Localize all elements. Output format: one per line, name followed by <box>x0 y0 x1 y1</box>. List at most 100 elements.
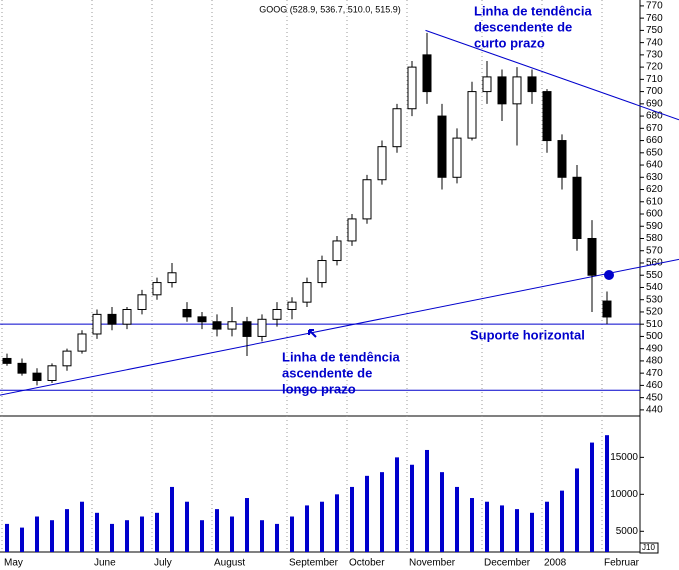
candle-body <box>227 321 237 330</box>
candle-body <box>302 282 312 303</box>
volume-bar <box>335 494 339 552</box>
y-tick-label: 710 <box>646 74 663 85</box>
volume-bar <box>245 498 249 552</box>
volume-bar <box>425 449 429 552</box>
volume-bar <box>230 516 234 552</box>
candle-body <box>2 357 12 364</box>
annotation: curto prazo <box>474 35 545 50</box>
y-tick-label: 490 <box>646 343 663 354</box>
volume-bar <box>365 475 369 552</box>
y-tick-label: 760 <box>646 13 663 24</box>
y-tick-label: 740 <box>646 37 663 48</box>
candle-body <box>512 76 522 105</box>
candle-body <box>107 313 117 325</box>
volume-bar <box>50 520 54 552</box>
volume-bar <box>20 527 24 552</box>
volume-bar <box>515 509 519 552</box>
y-tick-label: 590 <box>646 221 663 232</box>
candle-body <box>347 218 357 242</box>
candle-body <box>422 54 432 93</box>
candle-body <box>17 362 27 374</box>
volume-bar <box>440 472 444 552</box>
y-tick-label: 620 <box>646 184 663 195</box>
x-tick-label: July <box>154 558 172 569</box>
volume-bar <box>80 501 84 552</box>
y-tick-label: 690 <box>646 98 663 109</box>
y-tick-label: 640 <box>646 160 663 171</box>
candle-body <box>287 301 297 310</box>
volume-bar <box>410 464 414 552</box>
y-tick-label: 560 <box>646 258 663 269</box>
y-tick-label: 500 <box>646 331 663 342</box>
y-tick-label: 770 <box>646 1 663 12</box>
y-tick-label: 650 <box>646 147 663 158</box>
volume-bar <box>185 501 189 552</box>
y-tick-label: 450 <box>646 392 663 403</box>
candle-body <box>137 294 147 310</box>
corner-label: J10 <box>642 543 655 552</box>
x-tick-label: August <box>214 558 245 569</box>
candle-body <box>602 300 612 318</box>
volume-bar <box>350 486 354 552</box>
annotation: longo prazo <box>282 381 356 396</box>
volume-bar <box>320 501 324 552</box>
volume-bar <box>305 505 309 552</box>
y-tick-label: 470 <box>646 368 663 379</box>
y-tick-label: 480 <box>646 356 663 367</box>
candle-body <box>497 76 507 105</box>
y-tick-label: 700 <box>646 86 663 97</box>
x-tick-label: Februar <box>604 558 640 569</box>
y-tick-label: 610 <box>646 196 663 207</box>
y-tick-label: 600 <box>646 209 663 220</box>
volume-bar <box>590 442 594 552</box>
volume-bar <box>200 520 204 552</box>
candle-body <box>317 260 327 284</box>
candle-body <box>587 237 597 276</box>
candle-body <box>167 272 177 284</box>
arrow <box>308 329 317 338</box>
candle-body <box>32 372 42 381</box>
candle-body <box>407 66 417 110</box>
candle-body <box>392 108 402 148</box>
candle-body <box>377 146 387 181</box>
y-tick-label: 630 <box>646 172 663 183</box>
volume-tick-label: 5000 <box>616 526 639 537</box>
y-tick-label: 670 <box>646 123 663 134</box>
volume-tick-label: 15000 <box>610 452 638 463</box>
candle-body <box>452 137 462 178</box>
volume-bar <box>95 512 99 552</box>
candle-body <box>332 240 342 262</box>
volume-bar <box>545 501 549 552</box>
annotation: descendente de <box>474 19 572 34</box>
candle-body <box>272 308 282 320</box>
volume-bar <box>530 512 534 552</box>
y-tick-label: 460 <box>646 380 663 391</box>
candle-body <box>437 115 447 178</box>
y-tick-label: 550 <box>646 270 663 281</box>
volume-bar <box>500 505 504 552</box>
volume-bar <box>275 523 279 552</box>
y-tick-label: 440 <box>646 405 663 416</box>
candle-body <box>197 316 207 323</box>
y-tick-label: 730 <box>646 50 663 61</box>
x-tick-label: June <box>94 558 116 569</box>
annotation: ascendente de <box>282 365 372 380</box>
volume-bar <box>575 468 579 552</box>
candle-body <box>212 321 222 330</box>
y-tick-label: 510 <box>646 319 663 330</box>
y-tick-label: 520 <box>646 307 663 318</box>
candle-body <box>122 308 132 325</box>
candle-body <box>557 140 567 178</box>
candle-body <box>542 91 552 142</box>
candle-body <box>62 350 72 367</box>
candle-body <box>47 365 57 381</box>
y-tick-label: 680 <box>646 111 663 122</box>
candle-body <box>92 313 102 335</box>
volume-bar <box>140 516 144 552</box>
candle-body <box>242 321 252 337</box>
candle-body <box>572 176 582 239</box>
candle-body <box>257 318 267 337</box>
